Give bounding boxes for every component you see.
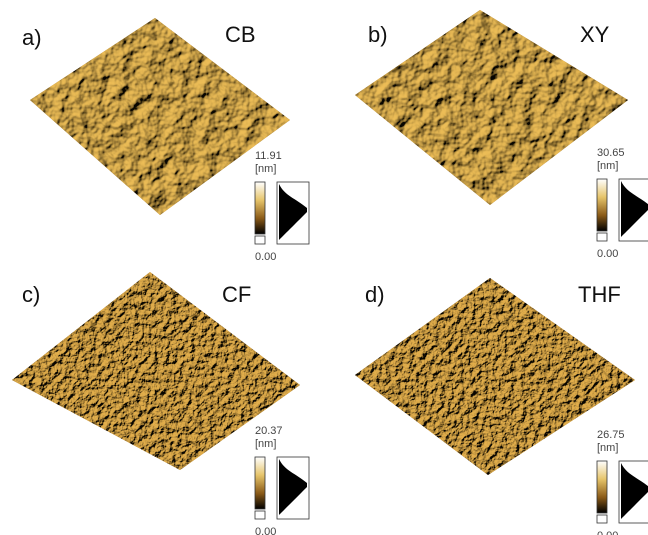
panel-label: b) — [368, 22, 388, 47]
scale-max: 20.37 — [255, 425, 283, 437]
sample-name: XY — [580, 22, 610, 47]
sample-name: CB — [225, 22, 256, 47]
scale-max: 26.75 — [597, 429, 625, 441]
sample-name: CF — [222, 282, 251, 307]
sample-name: THF — [578, 282, 621, 307]
afm-surface — [30, 18, 290, 215]
colorbar — [255, 457, 265, 509]
scale-unit: [nm] — [597, 160, 618, 172]
scale-unit: [nm] — [597, 442, 618, 454]
scale-unit: [nm] — [255, 438, 276, 450]
colorbar-cap — [597, 515, 607, 523]
scale-max: 11.91 — [255, 150, 282, 162]
scale-unit: [nm] — [255, 163, 276, 175]
afm-surface — [355, 278, 635, 475]
panel-label: c) — [22, 282, 40, 307]
scale-min: 0.00 — [597, 248, 618, 260]
scale-max: 30.65 — [597, 147, 625, 159]
scale-min: 0.00 — [597, 530, 618, 535]
colorbar-cap — [255, 511, 265, 519]
colorbar — [597, 179, 607, 231]
panel-label: d) — [365, 282, 385, 307]
figure: a)CB11.91[nm]0.00b)XY30.65[nm]0.00c)CF20… — [0, 0, 648, 535]
scale-min: 0.00 — [255, 526, 276, 535]
colorbar-cap — [597, 233, 607, 241]
panel-label: a) — [22, 25, 42, 50]
colorbar-cap — [255, 236, 265, 244]
colorbar — [255, 182, 265, 234]
scale-min: 0.00 — [255, 251, 276, 263]
colorbar — [597, 461, 607, 513]
